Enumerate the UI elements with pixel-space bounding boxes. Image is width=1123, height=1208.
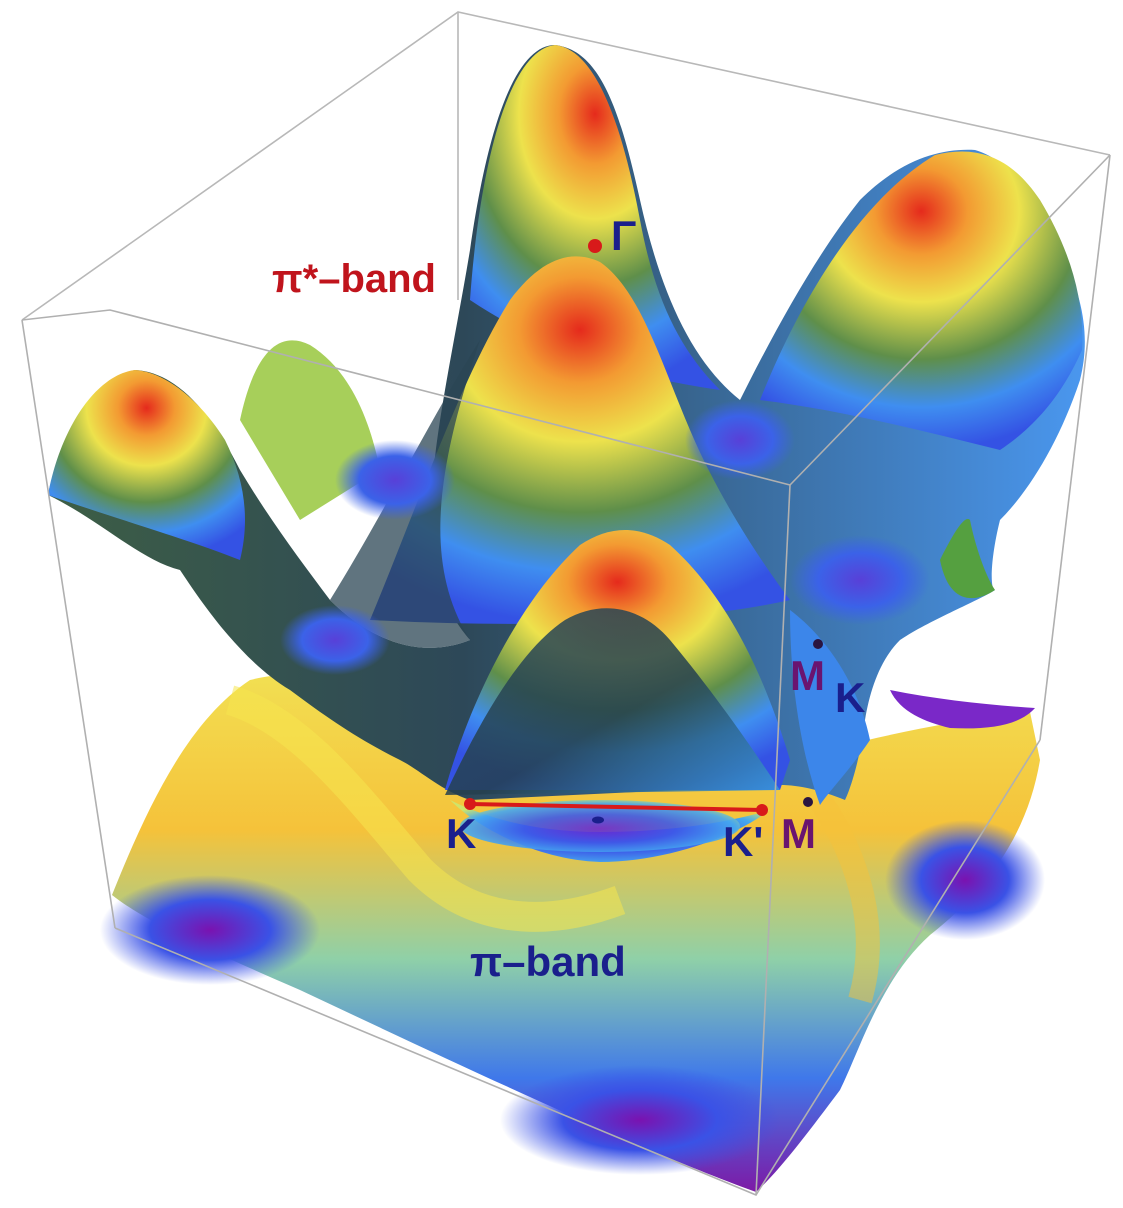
pi-band-label: π–band	[470, 938, 626, 985]
k-prime-point-marker	[756, 804, 768, 816]
k-upper-label: K	[835, 674, 865, 721]
pi-star-band-surface	[48, 45, 1085, 862]
pi-star-band-valley	[280, 605, 390, 675]
pi-band-rim	[890, 690, 1035, 729]
m-lower-marker	[803, 797, 813, 807]
k-path	[464, 239, 823, 824]
plot-box-back	[21, 11, 1111, 321]
m-upper-label: M	[790, 652, 825, 699]
pi-band-valley	[100, 875, 320, 985]
k-label: K	[446, 810, 476, 857]
center-point-marker	[592, 816, 604, 824]
plot-box-front	[21, 154, 1111, 1196]
k-prime-label: K'	[723, 818, 763, 865]
pi-star-band-valley	[685, 400, 795, 480]
m-lower-label: M	[781, 810, 816, 857]
gamma-label: Γ	[611, 212, 636, 259]
k-to-k-prime-line	[469, 802, 763, 812]
k-point-marker	[464, 798, 476, 810]
pi-star-band-valley	[790, 535, 930, 625]
pi-band-valley	[500, 1065, 780, 1175]
m-upper-marker	[813, 639, 823, 649]
pi-star-band-valley	[335, 440, 455, 520]
pi-band-valley	[885, 820, 1045, 940]
pi-star-band-label: π*–band	[272, 257, 436, 301]
gamma-point-marker	[588, 239, 602, 253]
